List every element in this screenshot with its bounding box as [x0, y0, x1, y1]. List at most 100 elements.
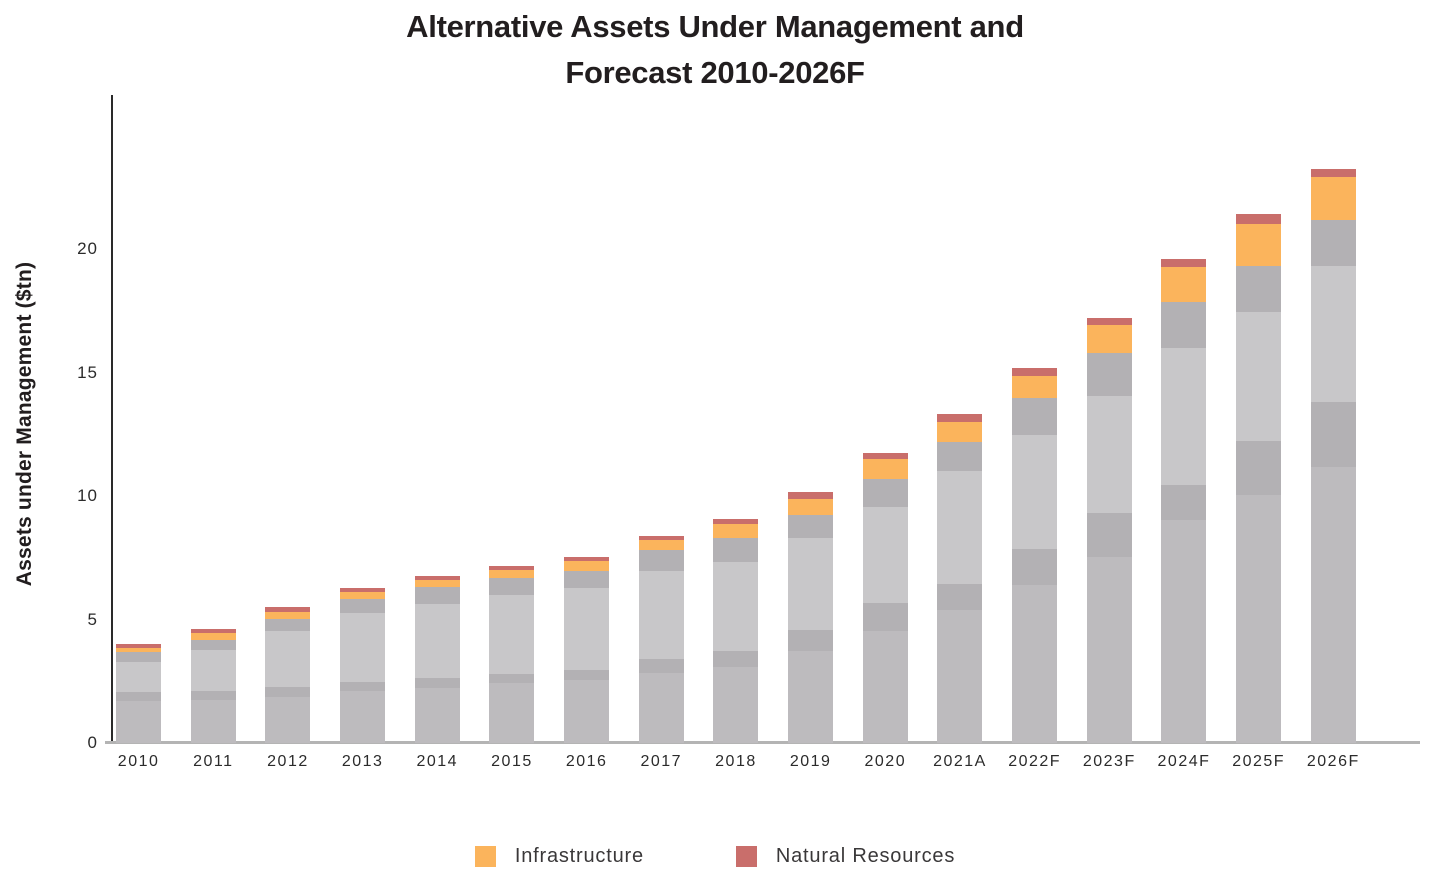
y-tick-20: 20 — [77, 239, 98, 258]
bar-2015 — [489, 565, 535, 743]
bar-2018-segment-gray-4 — [713, 538, 759, 562]
bar-2014 — [414, 575, 460, 743]
bar-2014-segment-gray-2 — [414, 677, 460, 688]
bar-2023F — [1086, 318, 1132, 743]
bar-2023F-segment-gray-3 — [1086, 395, 1132, 514]
infrastructure-swatch-icon — [474, 846, 496, 867]
bar-2026F-segment-gray-4 — [1310, 220, 1356, 267]
bar-2025F-segment-gray-3 — [1236, 311, 1282, 441]
bar-2015-segment-gray-4 — [489, 578, 535, 596]
bar-2020-segment-infrastructure — [862, 458, 908, 479]
bar-2020-segment-natural-resources — [862, 452, 908, 459]
bar-2020-segment-gray-4 — [862, 478, 908, 507]
bar-2011-segment-gray-2 — [190, 690, 236, 701]
x-label-2024F: 2024F — [1157, 753, 1211, 770]
bar-2013-segment-infrastructure — [340, 592, 386, 600]
bar-2018-segment-natural-resources — [713, 519, 759, 525]
bar-2024F — [1161, 259, 1207, 743]
bar-2020 — [862, 452, 908, 743]
bar-2024F-segment-gray-3 — [1161, 348, 1207, 486]
bar-2016-segment-gray-4 — [564, 571, 610, 588]
bar-2019 — [788, 491, 834, 743]
bar-2016-segment-gray-3 — [564, 587, 610, 670]
x-label-2020: 2020 — [864, 753, 907, 770]
bar-2019-segment-natural-resources — [788, 491, 834, 499]
x-axis-line — [105, 741, 1420, 744]
bar-2014-segment-gray-3 — [414, 604, 460, 678]
bar-2019-segment-gray-4 — [788, 515, 834, 539]
bar-2023F-segment-gray-4 — [1086, 352, 1132, 396]
bar-2025F-segment-gray-2 — [1236, 440, 1282, 496]
bar-2015-segment-gray-1 — [489, 683, 535, 743]
x-label-2019: 2019 — [789, 753, 832, 770]
bar-2020-segment-gray-3 — [862, 506, 908, 604]
bar-2022F — [1012, 367, 1058, 743]
bar-2010 — [116, 643, 162, 743]
bar-2025F-segment-infrastructure — [1236, 224, 1282, 266]
bar-2010-segment-gray-3 — [116, 662, 162, 693]
bar-2010-segment-gray-4 — [116, 652, 162, 663]
bar-2019-segment-gray-3 — [788, 538, 834, 631]
bar-2017-segment-infrastructure — [638, 540, 684, 551]
y-axis-title-wrap: Assets under Management ($tn) — [13, 124, 37, 724]
bar-2017-segment-natural-resources — [638, 535, 684, 540]
bar-2011-segment-gray-3 — [190, 649, 236, 691]
bar-2016-segment-gray-1 — [564, 680, 610, 743]
chart-title-line2: Forecast 2010-2026F — [565, 55, 865, 90]
bar-2011-segment-natural-resources — [190, 629, 236, 634]
bar-2024F-segment-gray-1 — [1161, 519, 1207, 743]
bar-2010-segment-natural-resources — [116, 643, 162, 648]
bar-2020-segment-gray-1 — [862, 630, 908, 743]
bar-2023F-segment-gray-2 — [1086, 513, 1132, 557]
bar-2020-segment-gray-2 — [862, 603, 908, 631]
bar-2011-segment-gray-1 — [190, 700, 236, 743]
bar-2025F — [1236, 214, 1282, 743]
chart-title-line1: Alternative Assets Under Management and — [406, 9, 1024, 44]
bar-2025F-segment-natural-resources — [1236, 214, 1282, 225]
bar-2026F-segment-gray-2 — [1310, 401, 1356, 467]
bar-2022F-segment-infrastructure — [1012, 375, 1058, 398]
y-axis-title: Assets under Management ($tn) — [13, 261, 36, 587]
bar-2024F-segment-gray-4 — [1161, 301, 1207, 349]
bar-2012-segment-gray-1 — [265, 696, 311, 743]
bar-2012-segment-gray-3 — [265, 631, 311, 687]
bar-2015-segment-gray-2 — [489, 674, 535, 684]
bar-2017-segment-gray-3 — [638, 571, 684, 660]
x-label-2016: 2016 — [565, 753, 608, 770]
x-label-2012: 2012 — [267, 753, 309, 770]
y-tick-15: 15 — [77, 362, 98, 382]
bar-2021A-segment-gray-1 — [937, 610, 983, 743]
bar-2017-segment-gray-1 — [638, 673, 684, 743]
bar-2012-segment-gray-4 — [265, 619, 311, 632]
bar-2022F-segment-gray-3 — [1012, 435, 1058, 550]
bar-2014-segment-natural-resources — [414, 575, 460, 581]
legend: Infrastructure Natural Resources — [0, 845, 1430, 868]
bar-2018-segment-gray-1 — [713, 666, 759, 743]
bar-2024F-segment-infrastructure — [1161, 266, 1207, 302]
bar-2019-segment-gray-1 — [788, 650, 834, 743]
bar-2013-segment-gray-1 — [340, 690, 386, 743]
bar-2019-segment-infrastructure — [788, 498, 834, 516]
x-label-2021A: 2021A — [933, 753, 987, 770]
bar-2022F-segment-natural-resources — [1012, 367, 1058, 376]
x-label-2011: 2011 — [193, 753, 234, 770]
bar-2012-segment-infrastructure — [265, 611, 311, 620]
x-label-2022F: 2022F — [1008, 753, 1062, 770]
bar-2014-segment-infrastructure — [414, 580, 460, 587]
bar-2016-segment-infrastructure — [564, 560, 610, 572]
bar-2019-segment-gray-2 — [788, 630, 834, 651]
legend-item-infrastructure: Infrastructure — [474, 845, 644, 868]
x-label-2025F: 2025F — [1232, 753, 1286, 770]
bar-2021A-segment-gray-3 — [937, 470, 983, 584]
legend-item-natural-resources: Natural Resources — [735, 845, 955, 868]
bar-2017-segment-gray-2 — [638, 659, 684, 674]
bar-2023F-segment-natural-resources — [1086, 318, 1132, 326]
bar-2026F-segment-gray-3 — [1310, 266, 1356, 402]
bar-2013-segment-gray-3 — [340, 613, 386, 682]
bar-2010-segment-gray-2 — [116, 692, 162, 702]
bar-2018-segment-gray-3 — [713, 561, 759, 651]
bar-2017-segment-gray-4 — [638, 550, 684, 572]
bar-2011-segment-infrastructure — [190, 633, 236, 641]
bar-2013-segment-natural-resources — [340, 587, 386, 593]
